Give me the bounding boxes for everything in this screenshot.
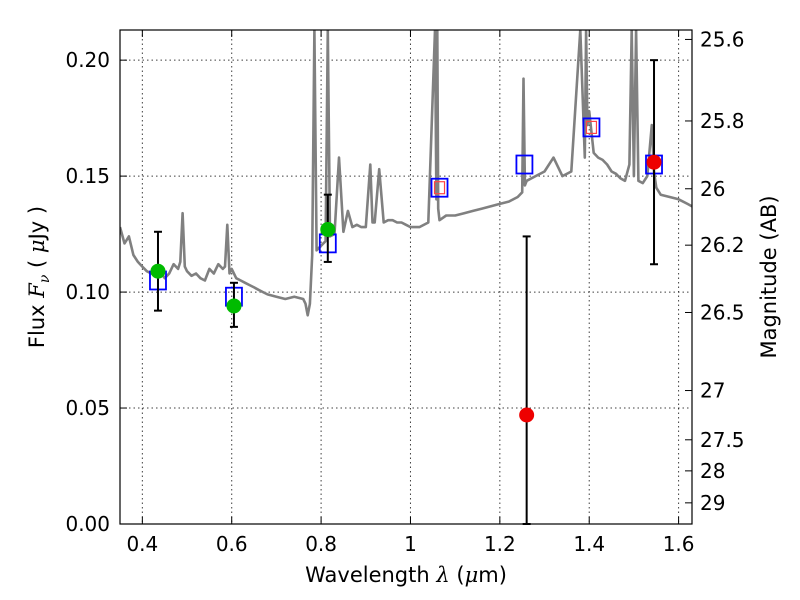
y2-tick-label: 28: [700, 459, 725, 483]
observed-green-point: [226, 298, 242, 314]
y-tick-label: 0.00: [65, 512, 110, 536]
y2-tick-label: 26.5: [700, 300, 745, 324]
tick-layer: 0.4 0.6 0.8 1 1.2 1.4 1.6 0.00 0.05 0.10 0.15 0.20 2…: [65, 27, 744, 556]
observed-green-point: [320, 221, 336, 237]
model-square: [582, 117, 601, 138]
y2-tick-label: 27: [700, 379, 725, 403]
model-square: [515, 154, 534, 175]
plot-frame: [119, 29, 693, 525]
y2-tick-label: 25.8: [700, 109, 745, 133]
x-tick-label: 0.4: [126, 532, 158, 556]
observed-red-point: [646, 154, 662, 170]
y-tick-label: 0.05: [65, 396, 110, 420]
x-axis-label: Wavelength λ (μm): [305, 563, 507, 587]
x-tick-label: 0.8: [305, 532, 337, 556]
spectrum-layer: [120, 30, 692, 317]
y-axis-label: Flux Fν ( μJy ): [25, 206, 53, 348]
x-tick-label: 0.6: [216, 532, 248, 556]
y2-tick-label: 26.2: [700, 233, 745, 257]
x-tick-label: 1.4: [573, 532, 605, 556]
y2-tick-label: 26: [700, 177, 725, 201]
x-tick-label: 1.6: [663, 532, 695, 556]
y2-tick-label: 27.5: [700, 428, 745, 452]
x-tick-label: 1: [404, 532, 417, 556]
model-square-inner: [585, 120, 598, 135]
spectrum-line: [120, 30, 692, 317]
y-tick-label: 0.20: [65, 48, 110, 72]
y2-axis-label: Magnitude (AB): [757, 195, 781, 358]
model-square-inner: [433, 181, 446, 195]
observed-green-point: [150, 263, 166, 279]
model-square: [430, 177, 449, 198]
observed-red-point: [519, 407, 535, 423]
x-tick-label: 1.2: [484, 532, 516, 556]
y-tick-label: 0.15: [65, 164, 110, 188]
y2-tick-label: 25.6: [700, 27, 745, 51]
marker-layer: [149, 59, 663, 525]
y-tick-label: 0.10: [65, 280, 110, 304]
y2-tick-label: 29: [700, 491, 725, 515]
